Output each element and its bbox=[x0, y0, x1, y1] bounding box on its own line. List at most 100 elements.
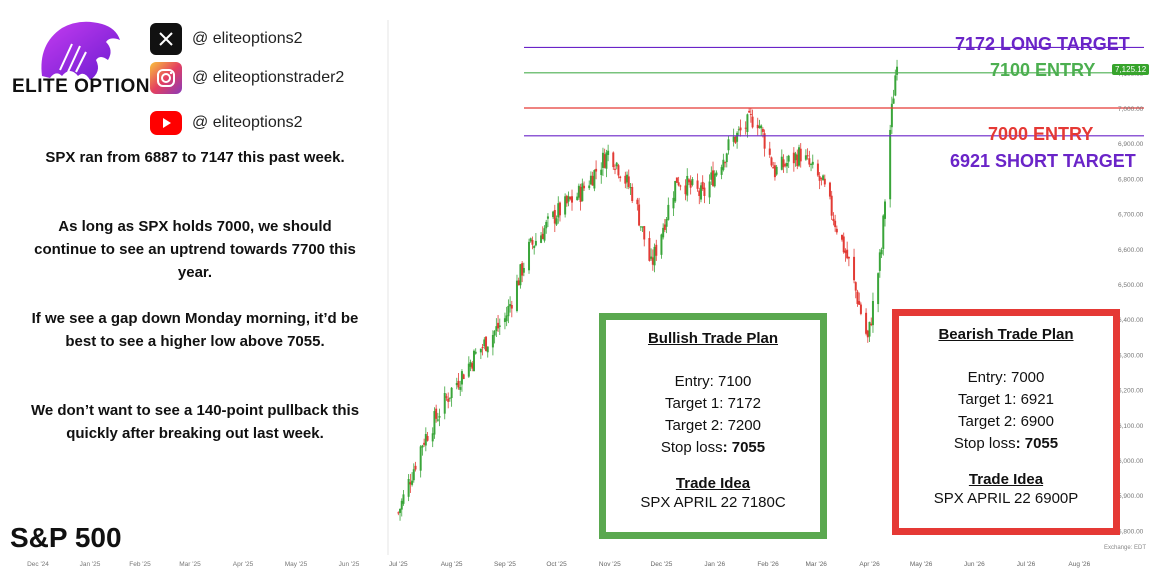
eagle-logo-icon bbox=[41, 21, 120, 80]
candle-body bbox=[423, 442, 426, 445]
candle-body bbox=[577, 185, 580, 198]
candle-body bbox=[472, 350, 475, 372]
candle-body bbox=[462, 374, 465, 379]
candle-body bbox=[853, 256, 856, 281]
candle-body bbox=[409, 482, 412, 485]
candle-body bbox=[889, 129, 892, 200]
candle-body bbox=[521, 263, 524, 276]
candle-body bbox=[624, 175, 627, 184]
candle-body bbox=[614, 168, 617, 170]
candle-body bbox=[543, 228, 546, 241]
candle-body bbox=[782, 159, 785, 168]
candle-body bbox=[756, 124, 759, 129]
youtube-icon bbox=[150, 111, 182, 135]
brand-name: ELITE OPTIONS bbox=[12, 76, 164, 97]
candle-body bbox=[588, 185, 591, 189]
candle-body bbox=[737, 129, 740, 131]
y-tick-label: 6,900.00 bbox=[1118, 141, 1144, 148]
candle-body bbox=[847, 256, 850, 259]
x-tick-label: Jun '26 bbox=[964, 561, 985, 568]
candle-body bbox=[485, 336, 488, 351]
candle-body bbox=[605, 152, 608, 169]
candle-body bbox=[701, 181, 704, 190]
candle-body bbox=[399, 508, 402, 513]
candle-body bbox=[828, 182, 831, 197]
candle-body bbox=[650, 256, 653, 259]
candle-body bbox=[498, 325, 501, 327]
candle-body bbox=[679, 185, 682, 187]
x-tick-label: Aug '26 bbox=[1068, 561, 1090, 568]
candle-body bbox=[589, 175, 592, 185]
candle-body bbox=[772, 167, 775, 169]
candle-body bbox=[732, 136, 735, 142]
candle-body bbox=[715, 172, 718, 176]
y-tick-label: 6,000.00 bbox=[1118, 458, 1144, 465]
social-instagram[interactable]: @ eliteoptionstrader2 bbox=[150, 61, 390, 95]
level-lines bbox=[524, 46, 1144, 137]
social-handle-youtube: @ eliteoptions2 bbox=[192, 114, 303, 131]
candle-body bbox=[438, 416, 441, 418]
candle-body bbox=[448, 397, 451, 399]
candle-body bbox=[447, 398, 450, 402]
bull-idea-title: Trade Idea bbox=[675, 475, 751, 492]
candle-body bbox=[558, 202, 561, 216]
bull-idea: SPX APRIL 22 7180C bbox=[640, 494, 786, 511]
y-tick-label: 6,400.00 bbox=[1118, 317, 1144, 324]
candle-body bbox=[600, 169, 603, 176]
candle-body bbox=[443, 393, 446, 414]
candle-body bbox=[655, 244, 658, 256]
candle-body bbox=[412, 469, 415, 481]
x-tick-label: May '26 bbox=[910, 561, 933, 568]
candle-body bbox=[760, 125, 763, 129]
candle-body bbox=[546, 216, 549, 219]
x-tick-label: Nov '25 bbox=[599, 561, 621, 568]
candle-body bbox=[785, 162, 788, 167]
candle-body bbox=[672, 197, 675, 209]
candle-body bbox=[739, 127, 742, 131]
candle-body bbox=[555, 218, 558, 225]
x-tick-label: Jul '25 bbox=[389, 561, 408, 568]
candle-body bbox=[870, 323, 873, 326]
commentary-4: We don’t want to see a 140-point pullbac… bbox=[30, 402, 360, 442]
candle-body bbox=[725, 153, 728, 163]
candle-body bbox=[727, 139, 730, 151]
candle-body bbox=[552, 211, 555, 218]
candle-body bbox=[457, 380, 460, 388]
x-tick-label: Oct '25 bbox=[546, 561, 567, 568]
candle-body bbox=[883, 201, 886, 219]
bear-stop-loss: Stop loss: 7055 bbox=[953, 435, 1059, 452]
candle-body bbox=[638, 204, 641, 226]
candle-body bbox=[871, 301, 874, 326]
candle-body bbox=[820, 177, 823, 179]
social-youtube[interactable]: @ eliteoptions2 bbox=[150, 106, 390, 140]
candle-body bbox=[483, 339, 486, 347]
candle-body bbox=[818, 176, 821, 181]
candle-body bbox=[810, 164, 813, 166]
x-tick-label: May '25 bbox=[285, 561, 308, 568]
candle-body bbox=[858, 301, 861, 305]
candle-body bbox=[467, 363, 470, 377]
candle-body bbox=[787, 155, 790, 162]
candle-body bbox=[677, 182, 680, 186]
candle-body bbox=[533, 245, 536, 249]
x-tick-label: Sep '25 bbox=[494, 561, 516, 568]
x-tick-label: Apr '26 bbox=[859, 561, 880, 568]
candle-body bbox=[626, 174, 629, 183]
candle-body bbox=[710, 172, 713, 180]
candle-body bbox=[748, 110, 751, 113]
level-label-long-target: 7172 LONG TARGET bbox=[955, 34, 1130, 54]
candle-body bbox=[507, 305, 510, 317]
candle-body bbox=[421, 445, 424, 448]
candle-body bbox=[720, 167, 723, 175]
candle-body bbox=[571, 196, 574, 203]
candle-body bbox=[686, 175, 689, 196]
candle-body bbox=[708, 181, 711, 198]
candle-body bbox=[545, 221, 548, 229]
candle-body bbox=[583, 185, 586, 189]
candle-body bbox=[811, 161, 814, 165]
candle-body bbox=[517, 280, 520, 286]
candle-body bbox=[479, 348, 482, 353]
social-x[interactable]: @ eliteoptions2 bbox=[150, 22, 390, 56]
candle-body bbox=[615, 162, 618, 167]
candle-body bbox=[510, 304, 513, 309]
